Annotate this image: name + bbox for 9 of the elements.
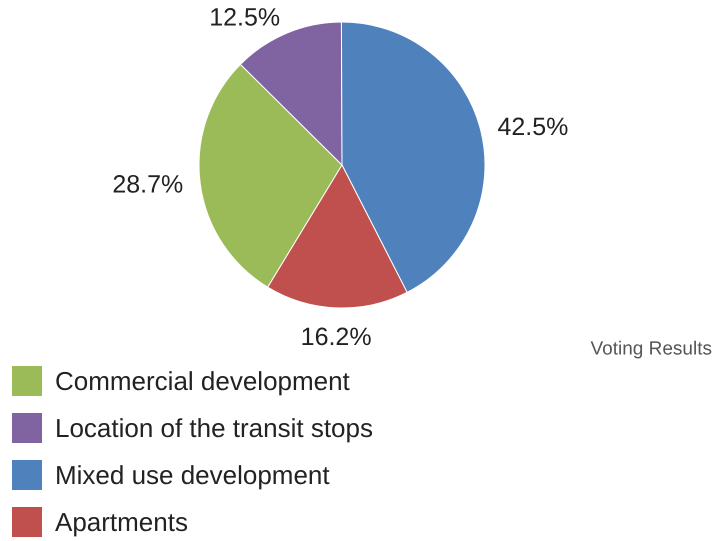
- legend-label: Commercial development: [55, 366, 351, 396]
- legend-label: Location of the transit stops: [55, 413, 373, 443]
- legend-label: Apartments: [55, 507, 188, 537]
- legend-label: Mixed use development: [55, 460, 330, 490]
- data-label: 16.2%: [300, 322, 372, 351]
- data-label: 12.5%: [209, 3, 280, 32]
- data-label: 28.7%: [112, 170, 184, 198]
- text: Voting Results: [590, 338, 712, 360]
- data-label: 42.5%: [497, 113, 568, 142]
